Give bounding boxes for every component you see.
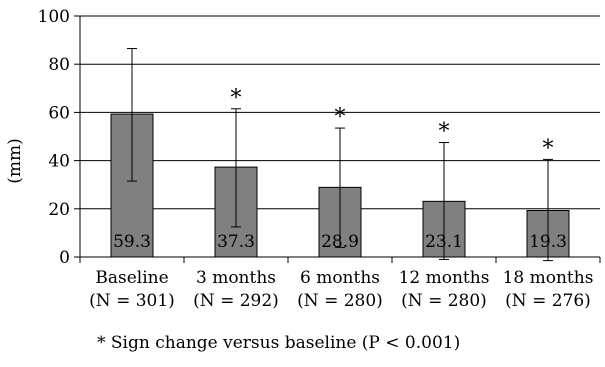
x-tick-label: 12 months	[399, 268, 490, 288]
error-bars	[127, 48, 553, 262]
y-tick-label: 60	[48, 103, 70, 123]
x-tick-label: 6 months	[300, 268, 380, 288]
significance-marker: *	[231, 86, 242, 111]
x-tick-label: Baseline	[95, 268, 168, 288]
bars	[110, 113, 570, 258]
y-tick-label: 20	[48, 200, 70, 220]
axes	[74, 15, 601, 263]
y-axis-label: (mm)	[5, 138, 25, 184]
chart-labels: 0 20 40 60 80 100 59.3 Baseline (N = 301) 37.3 * 3 …	[38, 7, 594, 311]
y-tick-label: 0	[59, 248, 70, 268]
x-tick-label: 3 months	[196, 268, 276, 288]
data-label: 59.3	[113, 232, 151, 252]
data-label: 37.3	[217, 232, 255, 252]
footnote: * Sign change versus baseline (P < 0.001…	[97, 333, 460, 353]
x-tick-label-n: (N = 280)	[297, 291, 383, 311]
y-tick-label: 40	[48, 152, 70, 172]
x-tick-label-n: (N = 280)	[401, 291, 487, 311]
data-label: 19.3	[529, 232, 567, 252]
significance-marker: *	[543, 136, 554, 161]
y-tick-label: 80	[48, 55, 70, 75]
x-tick-label: 18 months	[503, 268, 594, 288]
x-tick-label-n: (N = 292)	[193, 291, 279, 311]
data-label: 23.1	[425, 232, 463, 252]
x-tick-label-n: (N = 301)	[89, 291, 175, 311]
significance-marker: *	[335, 105, 346, 130]
data-label: 28.9	[321, 232, 359, 252]
gridlines	[80, 15, 600, 210]
x-tick-label-n: (N = 276)	[505, 291, 591, 311]
y-tick-label: 100	[38, 7, 70, 27]
significance-marker: *	[439, 120, 450, 145]
